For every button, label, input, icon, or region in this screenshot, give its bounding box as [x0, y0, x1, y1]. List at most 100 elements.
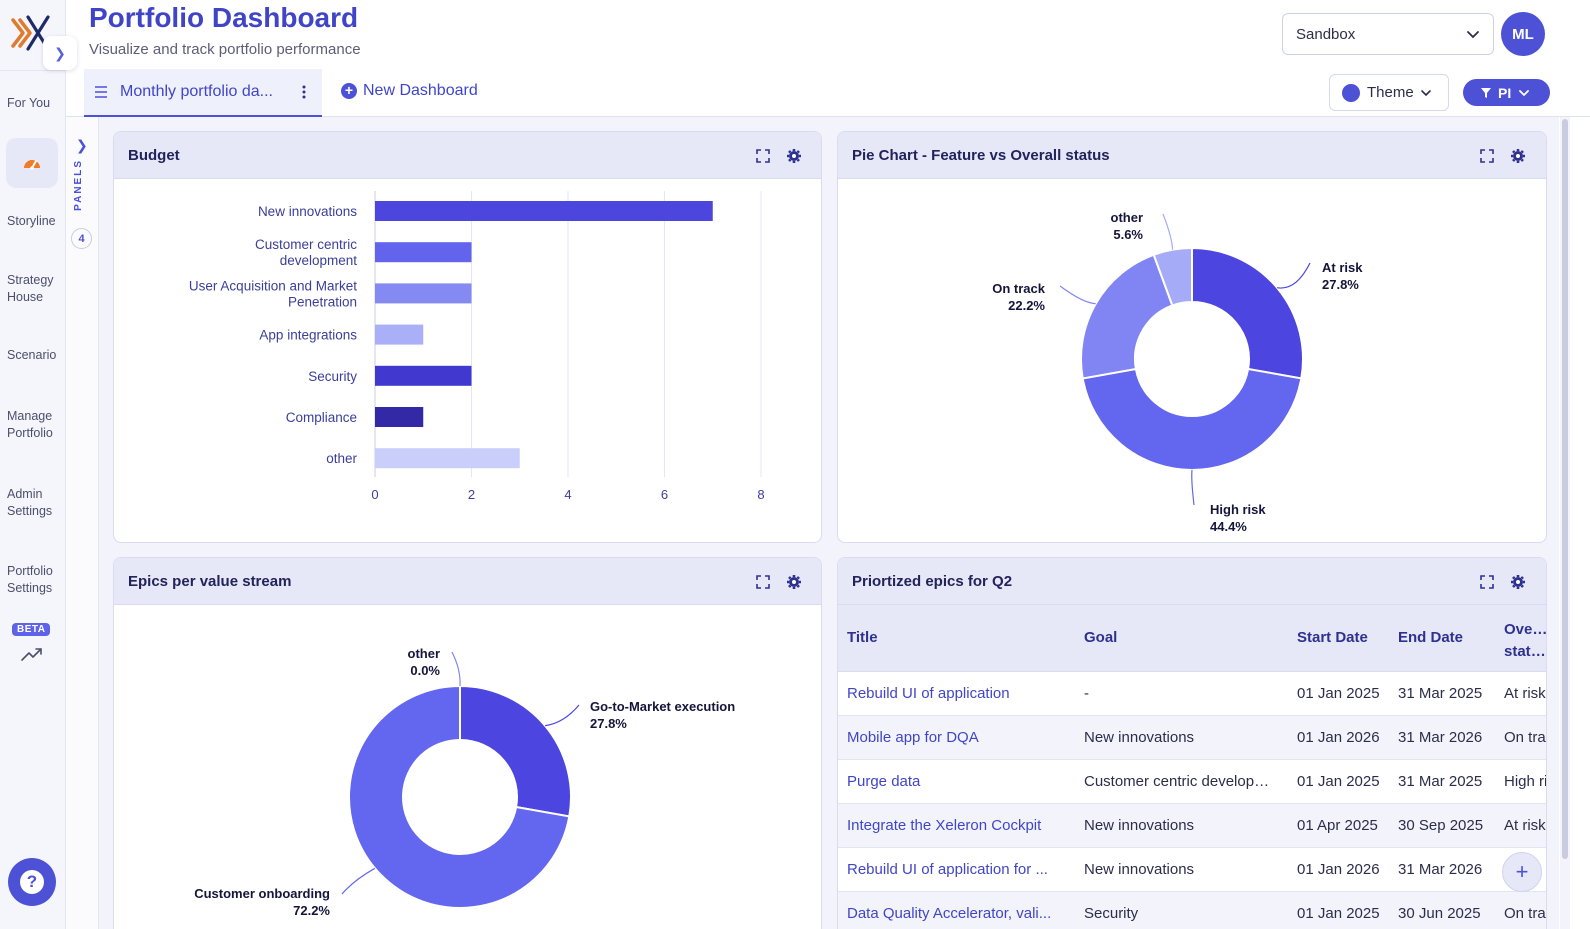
nav-for-you[interactable]: For You [7, 96, 51, 110]
x-tick-label: 6 [661, 487, 668, 502]
fullscreen-icon[interactable] [755, 574, 771, 590]
pi-filter-button[interactable]: PI [1463, 79, 1550, 106]
chevron-right-icon[interactable]: ❯ [76, 137, 88, 153]
category-label: User Acquisition and Market [189, 278, 357, 293]
gear-icon[interactable] [786, 574, 802, 590]
gear-icon[interactable] [1510, 574, 1526, 590]
budget-bar[interactable] [375, 407, 424, 427]
tab-label: Monthly portfolio da... [120, 83, 273, 100]
user-avatar[interactable]: ML [1501, 12, 1545, 56]
cell-title[interactable]: Mobile app for DQA [847, 729, 979, 746]
donut-slice[interactable] [1191, 246, 1304, 380]
chevron-right-icon: ❯ [54, 44, 66, 61]
budget-bar[interactable] [375, 365, 472, 386]
cell-status: On track [1504, 729, 1546, 746]
budget-bar[interactable] [375, 324, 424, 345]
cell-goal: New innovations [1084, 817, 1195, 834]
column-header-overall-status[interactable]: Overall status [1504, 621, 1547, 660]
donut-slice[interactable] [348, 684, 571, 909]
column-header-start-date[interactable]: Start Date [1297, 629, 1368, 646]
fullscreen-icon[interactable] [1479, 148, 1495, 164]
panels-strip[interactable]: ❯ PANELS 4 [66, 117, 99, 929]
panels-count-badge: 4 [71, 228, 92, 249]
leader-line [451, 651, 461, 687]
canvas-scrollbar[interactable] [1560, 117, 1570, 929]
app-logo-icon[interactable] [10, 12, 52, 54]
leader-line [1059, 285, 1096, 305]
slice-label: On track [992, 281, 1046, 296]
nav-scenario[interactable]: Scenario [7, 348, 57, 362]
cell-title[interactable]: Integrate the Xeleron Cockpit [847, 817, 1042, 834]
panel-header: Pie Chart - Feature vs Overall status [838, 132, 1546, 179]
nav-storyline[interactable]: Storyline [7, 214, 56, 228]
cell-title[interactable]: Rebuild UI of application [847, 685, 1010, 702]
table-row[interactable]: Integrate the Xeleron Cockpit New innovat… [838, 804, 1546, 848]
donut-slice[interactable] [1080, 253, 1174, 380]
table-row[interactable]: Purge data Customer centric development 01… [838, 760, 1546, 804]
cell-title[interactable]: Rebuild UI of application for ... [847, 861, 1048, 878]
donut-slice[interactable] [1152, 246, 1193, 307]
kebab-menu-icon[interactable] [302, 84, 306, 100]
gear-icon[interactable] [1510, 148, 1526, 164]
column-header-title[interactable]: Title [847, 629, 878, 646]
cell-start: 01 Jan 2025 [1297, 905, 1380, 922]
panel-title: Budget [128, 147, 180, 164]
epics-table: Title Goal Start Date End Date Overall s… [838, 605, 1547, 929]
panel-header: Epics per value stream [114, 558, 821, 605]
theme-label: Theme [1367, 84, 1414, 101]
environment-select-value: Sandbox [1296, 25, 1356, 43]
hamburger-menu-icon[interactable] [94, 86, 108, 98]
cell-start: 01 Jan 2026 [1297, 861, 1380, 878]
cell-end: 30 Sep 2025 [1398, 817, 1484, 834]
help-button[interactable]: ? [8, 858, 56, 906]
leader-line [341, 867, 376, 895]
fullscreen-icon[interactable] [755, 148, 771, 164]
scrollbar-thumb[interactable] [1562, 119, 1568, 859]
category-label: Compliance [286, 410, 357, 425]
cell-goal: New innovations [1084, 729, 1195, 746]
slice-percent: 0.0% [410, 663, 440, 678]
leader-line [544, 704, 580, 727]
nav-strategy-house[interactable]: Strategy House [7, 273, 54, 304]
plus-circle-icon: + [341, 83, 357, 99]
cell-status: On track [1504, 905, 1546, 922]
add-panel-button[interactable]: + [1502, 852, 1542, 892]
donut-slice[interactable] [459, 684, 572, 818]
nav-manage-portfolio[interactable]: Manage Portfolio [7, 409, 53, 440]
table-row[interactable]: Data Quality Accelerator, vali... Securit… [838, 892, 1546, 929]
rail-expand-toggle[interactable]: ❯ [43, 36, 77, 70]
budget-bar[interactable] [375, 283, 472, 304]
cell-start: 01 Jan 2026 [1297, 729, 1380, 746]
leader-line [1162, 213, 1174, 250]
cell-goal: Security [1084, 905, 1139, 922]
filter-funnel-icon [1481, 87, 1491, 98]
page-title: Portfolio Dashboard [89, 2, 359, 33]
table-row[interactable]: Rebuild UI of application for ... New inn… [838, 848, 1546, 892]
cell-title[interactable]: Purge data [847, 773, 921, 790]
cell-start: 01 Apr 2025 [1297, 817, 1378, 834]
slice-label: At risk [1322, 260, 1363, 275]
donut-slice[interactable] [1081, 367, 1303, 472]
table-row[interactable]: Rebuild UI of application - 01 Jan 2025 31 … [838, 672, 1546, 716]
cell-goal: New innovations [1084, 861, 1195, 878]
theme-button[interactable]: Theme [1329, 74, 1449, 111]
environment-select[interactable]: Sandbox [1282, 13, 1494, 55]
column-header-end-date[interactable]: End Date [1398, 629, 1464, 646]
budget-bar[interactable] [375, 242, 472, 263]
nav-portfolio-settings[interactable]: Portfolio Settings [7, 564, 53, 595]
panel-header: Budget [114, 132, 821, 179]
table-row[interactable]: Mobile app for DQA New innovations 01 Jan … [838, 716, 1546, 760]
nav-admin-settings[interactable]: Admin Settings [7, 487, 53, 518]
nav-dashboard-active[interactable] [6, 138, 58, 188]
trend-chart-icon[interactable] [20, 645, 44, 663]
cell-title[interactable]: Data Quality Accelerator, vali... [847, 905, 1052, 922]
gear-icon[interactable] [786, 148, 802, 164]
fullscreen-icon[interactable] [1479, 574, 1495, 590]
new-dashboard-button[interactable]: + New Dashboard [341, 82, 478, 100]
budget-bar[interactable] [375, 201, 713, 221]
new-dashboard-label: New Dashboard [363, 82, 478, 99]
tab-monthly-portfolio[interactable]: Monthly portfolio da... [84, 69, 322, 117]
budget-bar[interactable] [375, 448, 520, 469]
column-header-goal[interactable]: Goal [1084, 629, 1118, 646]
category-label: New innovations [258, 204, 357, 219]
